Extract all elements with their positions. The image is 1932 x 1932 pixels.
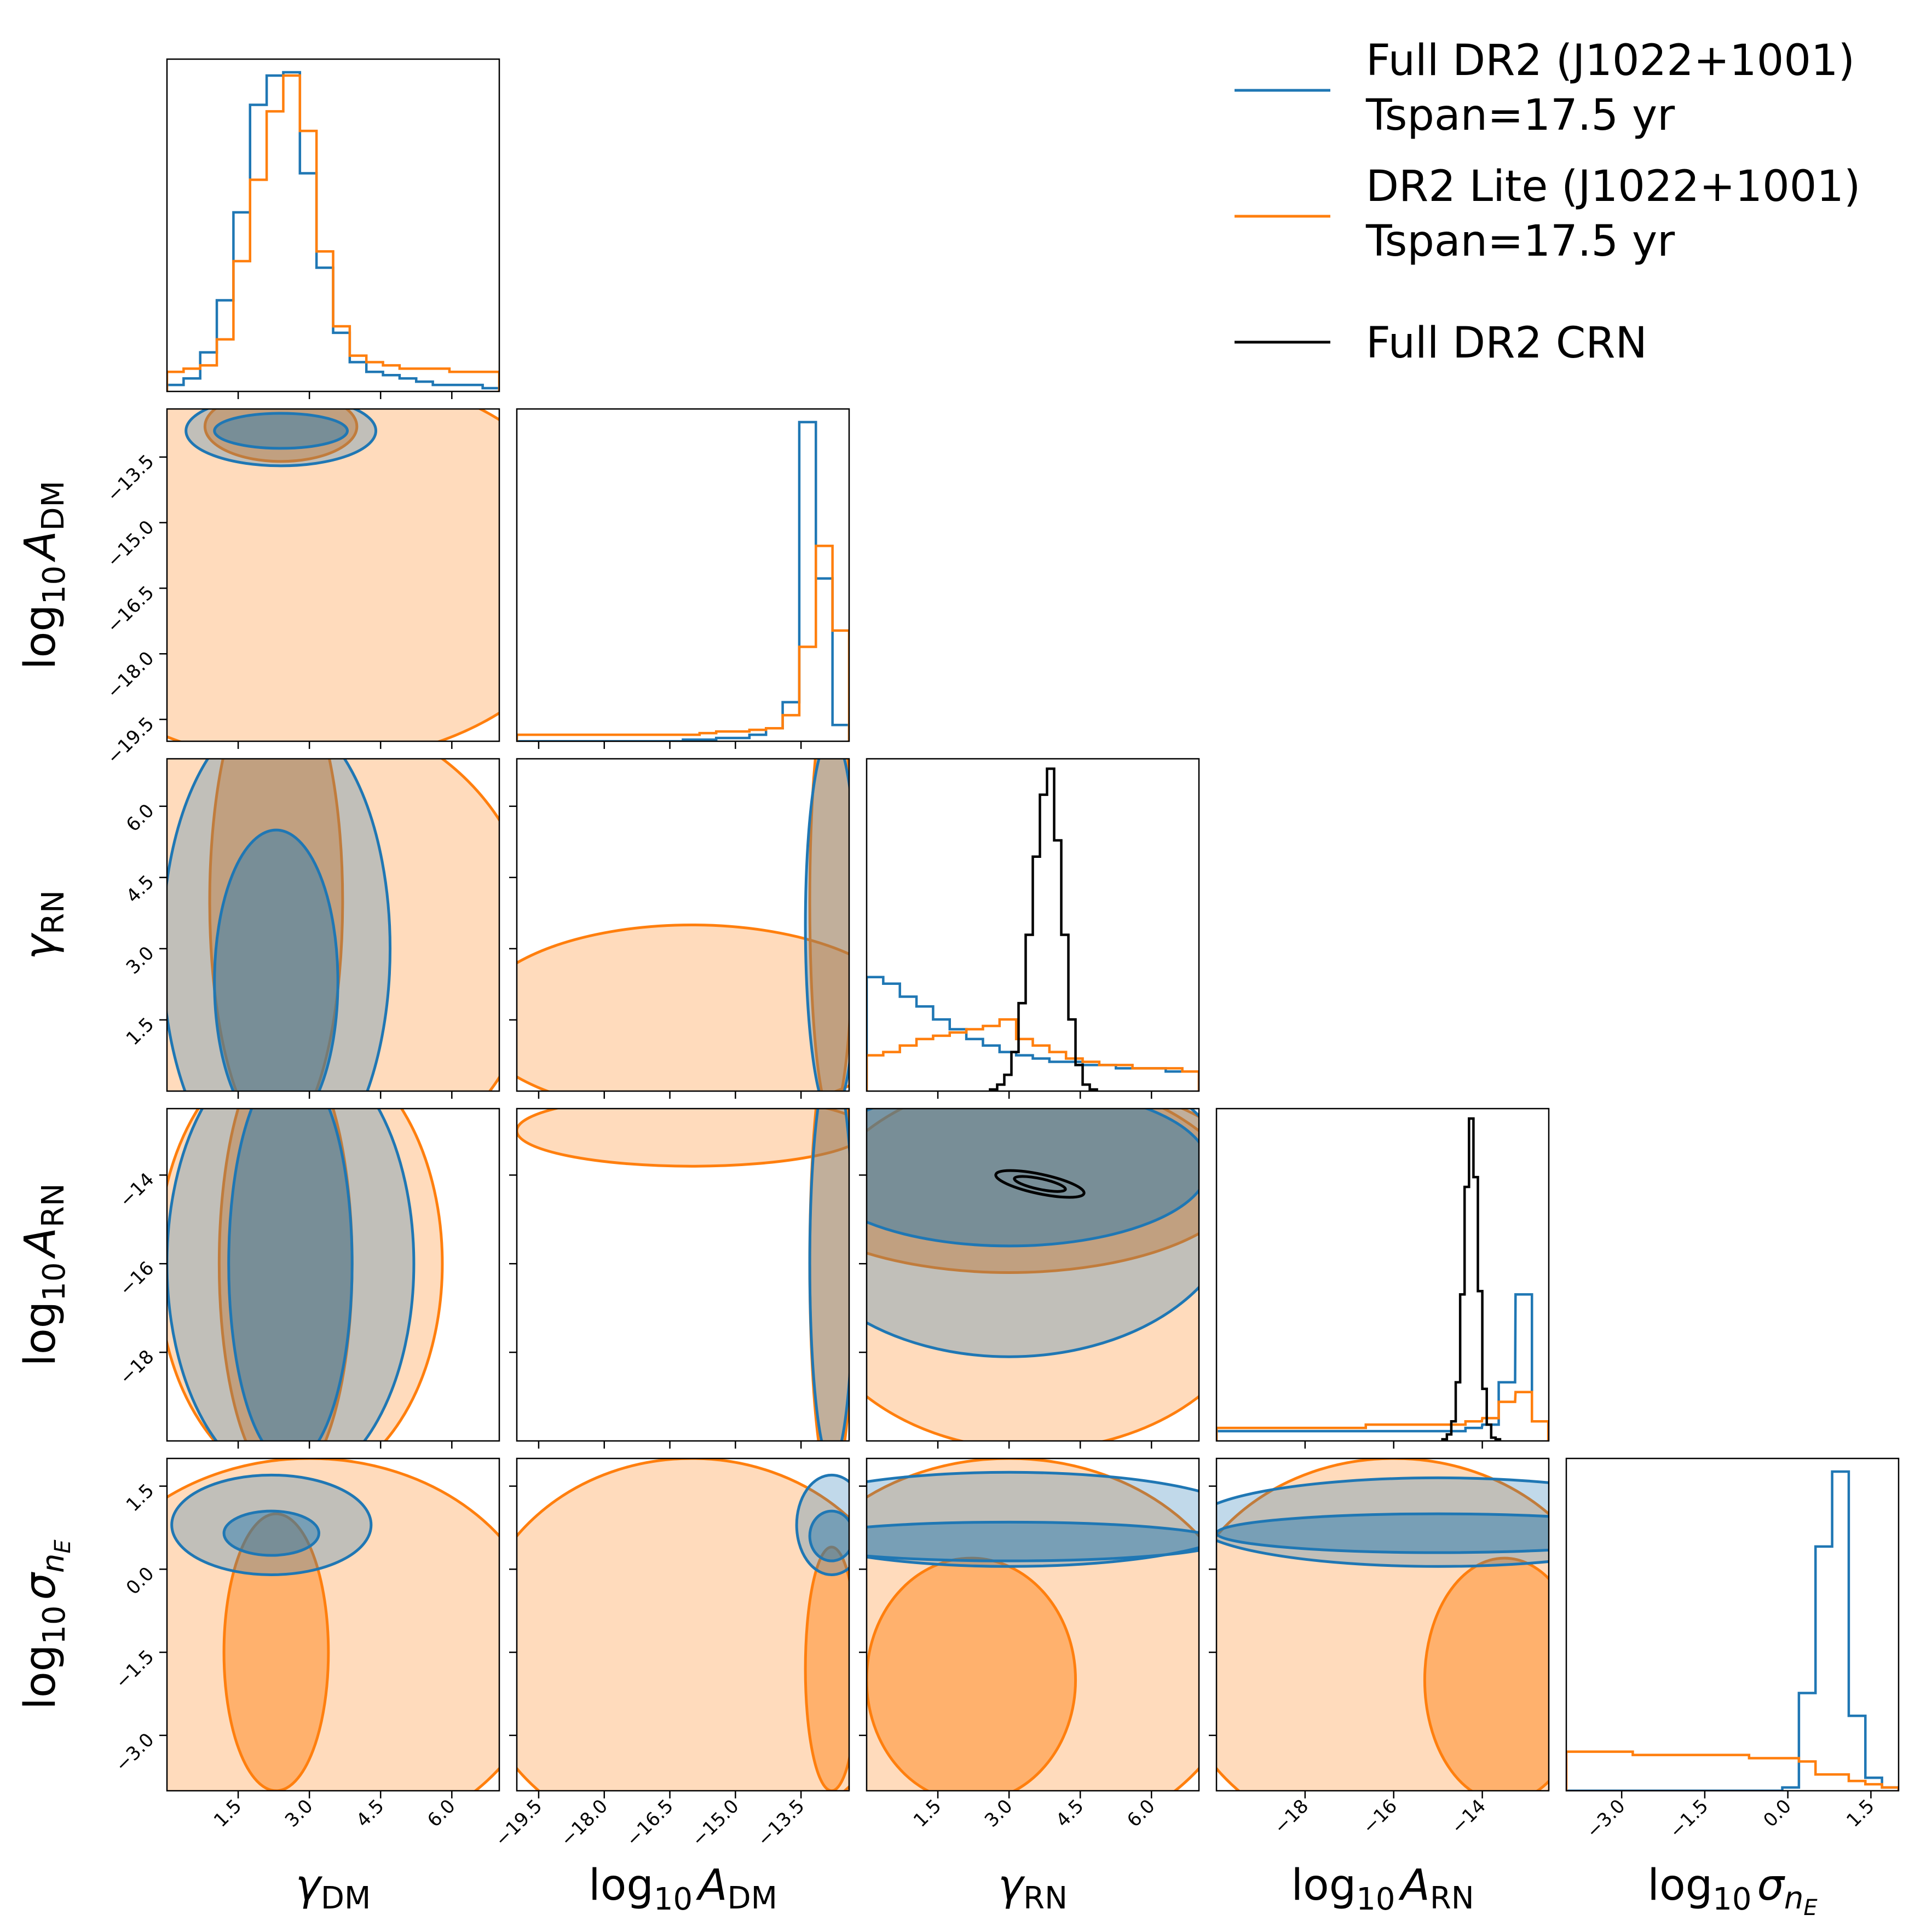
- region-lADM-gRN-outer-dr2-lite-j1022-1001-: [517, 924, 849, 1091]
- region-gRN-lARN-outer-full-dr2-j1022-1001-: [867, 1109, 1199, 1358]
- region-gRN-lARN-outer-dr2-lite-j1022-1001-: [867, 1109, 1199, 1441]
- panel-frame-3-1: [516, 1108, 850, 1442]
- panel-lADM-lARN: [509, 1108, 850, 1449]
- xaxis-label-lsig: log10 σnE: [1647, 1861, 1818, 1921]
- legend-label-2-0: Full DR2 CRN: [1366, 319, 1647, 368]
- region-gDM-lADM-inner-full-dr2-j1022-1001-: [213, 412, 349, 450]
- panel-lADM-lADM: [516, 408, 850, 749]
- histogram-gRN-series-2: [989, 767, 1098, 1091]
- region-gRN-lARN-inner-dr2-lite-j1022-1001-: [867, 1109, 1199, 1274]
- panel-grid: −19.5−18.0−16.5−15.0−13.51.53.04.56.0−18…: [16, 58, 1900, 1921]
- region-lADM-lARN-outer-dr2-lite-j1022-1001-: [517, 1109, 849, 1168]
- region-lADM-lsig-outer-full-dr2-j1022-1001-: [795, 1473, 849, 1576]
- region-gDM-lsig-inner-full-dr2-j1022-1001-: [222, 1509, 320, 1557]
- panel-frame-3-0: [166, 1108, 500, 1442]
- histogram-gDM-series-1: [167, 74, 499, 391]
- region-gRN-lsig-outer-full-dr2-j1022-1001-: [867, 1470, 1199, 1568]
- panel-gRN-gRN: [866, 758, 1200, 1099]
- region-gDM-lADM-outer-full-dr2-j1022-1001-: [184, 409, 377, 468]
- panel-gDM-gDM: [166, 58, 500, 399]
- xaxis-label-gDM: γDM: [296, 1861, 371, 1916]
- panel-frame-3-2: [866, 1108, 1200, 1442]
- yaxis-label-lADM: log10ADM: [16, 481, 72, 670]
- region-lARN-lsig-inner-dr2-lite-j1022-1001-: [1423, 1556, 1549, 1791]
- panel-frame-1-1: [516, 408, 850, 742]
- region-gDM-lsig-outer-dr2-lite-j1022-1001-: [167, 1458, 499, 1791]
- region-gDM-gRN-inner-dr2-lite-j1022-1001-: [208, 759, 344, 1091]
- xaxis-label-gRN: γRN: [998, 1861, 1068, 1916]
- region-gDM-lADM-inner-dr2-lite-j1022-1001-: [203, 409, 359, 463]
- region-gDM-lARN-inner-full-dr2-j1022-1001-: [227, 1109, 354, 1441]
- legend-label-1-0: DR2 Lite (J1022+1001): [1366, 162, 1860, 211]
- histogram-lADM-series-1: [517, 544, 849, 741]
- yaxis-label-gRN: γRN: [16, 890, 71, 960]
- region-gRN-lsig-inner-full-dr2-j1022-1001-: [867, 1520, 1199, 1562]
- panel-lADM-gRN: [509, 758, 850, 1099]
- panel-lARN-lsig: −18 −16 −14: [1209, 1457, 1550, 1838]
- histogram-lsig-series-0: [1566, 1470, 1899, 1791]
- legend-label-1-1: Tspan=17.5 yr: [1365, 217, 1675, 266]
- region-gRN-lARN-inner-full-dr2-crn: [1013, 1175, 1067, 1193]
- yaxis-label-lsig: log10σnE: [16, 1539, 76, 1710]
- region-lADM-lsig-inner-dr2-lite-j1022-1001-: [804, 1545, 849, 1791]
- histogram-gRN-series-1: [867, 1018, 1199, 1091]
- panel-frame-4-2: [866, 1457, 1200, 1792]
- legend: Full DR2 (J1022+1001) Tspan=17.5 yr DR2 Li…: [1235, 36, 1860, 368]
- panel-gDM-gRN: 1.53.04.56.0: [122, 758, 500, 1099]
- region-gRN-lsig-inner-dr2-lite-j1022-1001-: [867, 1556, 1077, 1791]
- panel-gRN-lARN: [859, 1108, 1200, 1449]
- region-gDM-lsig-outer-full-dr2-j1022-1001-: [170, 1473, 373, 1576]
- panel-lARN-lARN: [1215, 1108, 1550, 1449]
- panel-frame-4-4: [1565, 1457, 1900, 1792]
- histogram-lARN-series-1: [1216, 1391, 1549, 1441]
- region-lADM-gRN-inner-dr2-lite-j1022-1001-: [808, 759, 849, 1091]
- histogram-lsig-series-1: [1566, 1750, 1899, 1791]
- region-lARN-lsig-inner-full-dr2-j1022-1001-: [1216, 1512, 1549, 1554]
- histogram-lADM-series-0: [517, 420, 849, 741]
- histogram-lARN-series-2: [1441, 1117, 1502, 1441]
- legend-label-0-0: Full DR2 (J1022+1001): [1366, 36, 1855, 85]
- panel-frame-3-3: [1215, 1108, 1550, 1442]
- region-lARN-lsig-outer-full-dr2-j1022-1001-: [1216, 1476, 1549, 1568]
- panel-gDM-lARN: −18−16−14: [115, 1108, 500, 1449]
- region-gDM-gRN-outer-full-dr2-j1022-1001-: [167, 759, 391, 1091]
- region-lADM-lsig-outer-dr2-lite-j1022-1001-: [517, 1458, 849, 1791]
- region-gDM-lARN-outer-full-dr2-j1022-1001-: [167, 1109, 416, 1441]
- region-gRN-lARN-inner-full-dr2-j1022-1001-: [867, 1109, 1199, 1248]
- histogram-lARN-series-0: [1216, 1293, 1549, 1441]
- xaxis-label-lADM: log10 ADM: [589, 1861, 777, 1917]
- region-gDM-lADM-outer-dr2-lite-j1022-1001-: [167, 409, 499, 741]
- region-gDM-gRN-inner-full-dr2-j1022-1001-: [213, 828, 339, 1091]
- panel-frame-1-0: [166, 408, 500, 742]
- yaxis-label-lARN: log10ARN: [16, 1183, 72, 1366]
- panel-frame-4-3: [1215, 1457, 1550, 1792]
- region-gRN-lARN-outer-full-dr2-crn: [994, 1169, 1086, 1199]
- panel-frame-2-2: [866, 758, 1200, 1092]
- panel-frame-2-1: [516, 758, 850, 1092]
- panel-frame-4-1: [516, 1457, 850, 1792]
- panel-gRN-lsig: 1.5 3.0 4.5 6.0: [859, 1457, 1200, 1832]
- panel-frame-2-0: [166, 758, 500, 1092]
- region-lADM-gRN-outer-full-dr2-j1022-1001-: [804, 759, 849, 1091]
- histogram-gDM-series-0: [167, 71, 499, 391]
- panel-frame-0-0: [166, 58, 500, 393]
- legend-label-0-1: Tspan=17.5 yr: [1365, 91, 1675, 140]
- xaxis-label-lARN: log10 ARN: [1291, 1861, 1474, 1917]
- region-lADM-lsig-inner-full-dr2-j1022-1001-: [808, 1509, 849, 1562]
- region-gRN-lsig-outer-dr2-lite-j1022-1001-: [867, 1458, 1199, 1791]
- panel-frame-4-0: [166, 1457, 500, 1792]
- region-lADM-lARN-outer-full-dr2-j1022-1001-: [808, 1109, 849, 1441]
- region-lARN-lsig-outer-dr2-lite-j1022-1001-: [1216, 1458, 1549, 1791]
